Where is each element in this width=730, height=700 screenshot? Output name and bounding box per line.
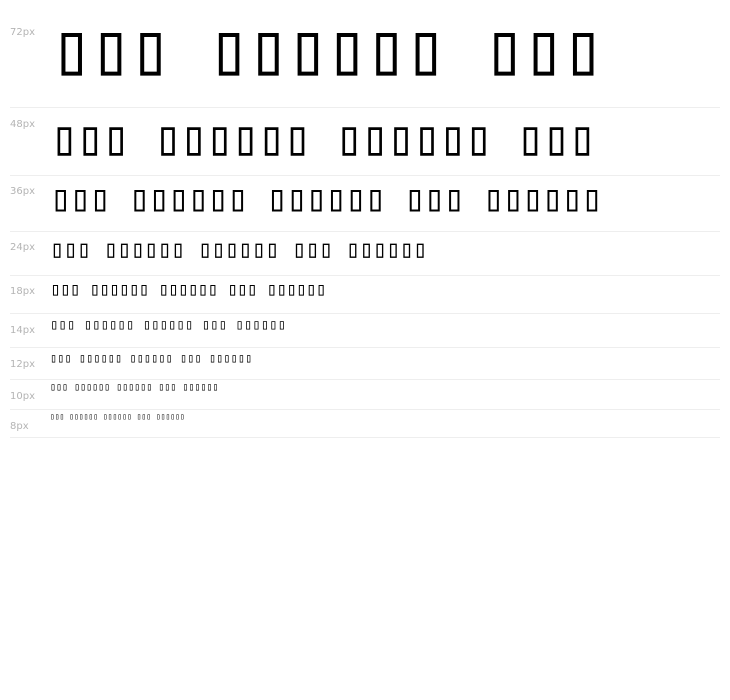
sample-text: ▯▯▯ ▯▯▯▯▯▯ ▯▯▯▯▯▯ ▯▯▯ ▯▯▯▯▯▯ bbox=[50, 382, 219, 393]
size-label: 8px bbox=[10, 421, 29, 432]
size-label: 48px bbox=[10, 119, 35, 130]
sample-text: ▯▯▯ ▯▯▯▯▯▯ ▯▯▯▯▯▯ ▯▯▯ ▯▯▯▯▯▯ bbox=[50, 317, 287, 333]
specimen-row-48: 48px ▯▯▯ ▯▯▯▯▯▯ ▯▯▯▯▯▯ ▯▯▯ bbox=[10, 108, 720, 176]
specimen-row-36: 36px ▯▯▯ ▯▯▯▯▯▯ ▯▯▯▯▯▯ ▯▯▯ ▯▯▯▯▯▯ bbox=[10, 176, 720, 232]
size-label: 14px bbox=[10, 325, 35, 336]
sample-text: ▯▯▯ ▯▯▯▯▯▯ ▯▯▯▯▯▯ ▯▯▯ ▯▯▯▯▯▯ bbox=[50, 279, 326, 300]
specimen-row-72: 72px ▯▯▯ ▯▯▯▯▯▯ ▯▯▯ bbox=[10, 0, 720, 108]
specimen-row-12: 12px ▯▯▯ ▯▯▯▯▯▯ ▯▯▯▯▯▯ ▯▯▯ ▯▯▯▯▯▯ bbox=[10, 348, 720, 380]
sample-text: ▯▯▯ ▯▯▯▯▯▯ ▯▯▯▯▯▯ ▯▯▯ bbox=[50, 110, 597, 166]
specimen-row-18: 18px ▯▯▯ ▯▯▯▯▯▯ ▯▯▯▯▯▯ ▯▯▯ ▯▯▯▯▯▯ bbox=[10, 276, 720, 314]
sample-text: ▯▯▯ ▯▯▯▯▯▯ ▯▯▯▯▯▯ ▯▯▯ ▯▯▯▯▯▯ bbox=[50, 351, 253, 365]
size-label: 24px bbox=[10, 242, 35, 253]
sample-text: ▯▯▯ ▯▯▯▯▯▯ ▯▯▯▯▯▯ ▯▯▯ ▯▯▯▯▯▯ bbox=[50, 412, 185, 421]
sample-text: ▯▯▯ ▯▯▯▯▯▯ ▯▯▯ bbox=[50, 6, 605, 90]
size-label: 10px bbox=[10, 391, 35, 402]
size-label: 18px bbox=[10, 286, 35, 297]
sample-text: ▯▯▯ ▯▯▯▯▯▯ ▯▯▯▯▯▯ ▯▯▯ ▯▯▯▯▯▯ bbox=[50, 178, 603, 219]
specimen-row-14: 14px ▯▯▯ ▯▯▯▯▯▯ ▯▯▯▯▯▯ ▯▯▯ ▯▯▯▯▯▯ bbox=[10, 314, 720, 348]
size-label: 72px bbox=[10, 27, 35, 38]
sample-text: ▯▯▯ ▯▯▯▯▯▯ ▯▯▯▯▯▯ ▯▯▯ ▯▯▯▯▯▯ bbox=[50, 235, 428, 263]
size-label: 36px bbox=[10, 186, 35, 197]
specimen-row-10: 10px ▯▯▯ ▯▯▯▯▯▯ ▯▯▯▯▯▯ ▯▯▯ ▯▯▯▯▯▯ bbox=[10, 380, 720, 410]
specimen-row-24: 24px ▯▯▯ ▯▯▯▯▯▯ ▯▯▯▯▯▯ ▯▯▯ ▯▯▯▯▯▯ bbox=[10, 232, 720, 276]
specimen-row-8: 8px ▯▯▯ ▯▯▯▯▯▯ ▯▯▯▯▯▯ ▯▯▯ ▯▯▯▯▯▯ bbox=[10, 410, 720, 438]
size-label: 12px bbox=[10, 359, 35, 370]
